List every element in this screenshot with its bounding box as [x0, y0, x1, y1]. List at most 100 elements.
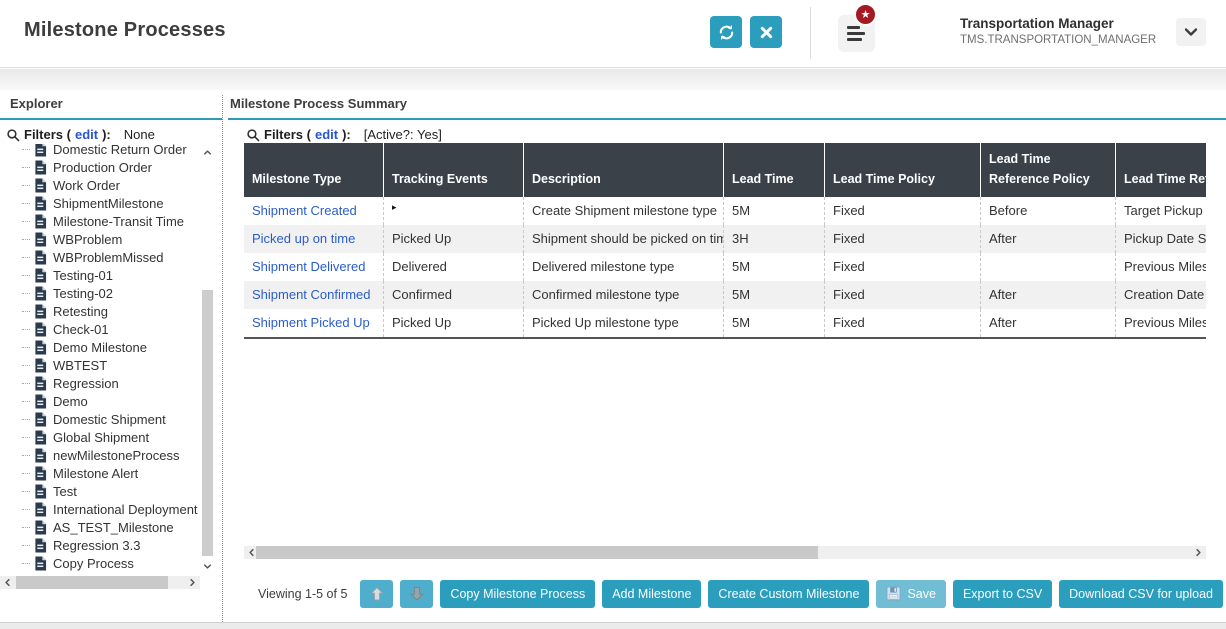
- chevron-right-icon[interactable]: [1193, 546, 1204, 559]
- tree-item[interactable]: Regression 3.3: [0, 536, 200, 554]
- tree-item[interactable]: Milestone Alert: [0, 464, 200, 482]
- milestone-type-link[interactable]: Shipment Delivered: [252, 259, 366, 274]
- tree-item[interactable]: WBProblemMissed: [0, 248, 200, 266]
- move-up-button[interactable]: [360, 579, 394, 608]
- tree-item[interactable]: Demo: [0, 392, 200, 410]
- table-cell: Before: [980, 197, 1115, 225]
- refresh-button[interactable]: [710, 16, 742, 48]
- tree-item[interactable]: Testing-02: [0, 284, 200, 302]
- column-header[interactable]: Milestone Type: [252, 172, 342, 186]
- column-header[interactable]: Lead Time Ref: [1115, 143, 1206, 197]
- tree-connector: [22, 508, 30, 510]
- explorer-filters: Filters (edit): None: [6, 127, 155, 142]
- chevron-down-icon: [1184, 28, 1198, 36]
- chevron-up-icon[interactable]: [201, 146, 214, 158]
- add-milestone-button[interactable]: Add Milestone: [602, 579, 702, 608]
- tree-connector: [22, 148, 30, 150]
- document-icon: [35, 376, 47, 390]
- copy-milestone-process-button[interactable]: Copy Milestone Process: [440, 579, 596, 608]
- horizontal-scrollbar-thumb[interactable]: [256, 546, 818, 559]
- search-icon: [247, 128, 260, 141]
- tree-item[interactable]: Domestic Return Order: [0, 144, 200, 158]
- table-cell: 5M: [723, 309, 824, 337]
- document-icon: [35, 340, 47, 354]
- tree-item[interactable]: Testing-01: [0, 266, 200, 284]
- column-header[interactable]: Lead Time Reference Policy: [980, 143, 1115, 197]
- filters-edit-link[interactable]: edit: [74, 127, 99, 142]
- export-to-csv-button[interactable]: Export to CSV: [952, 579, 1053, 608]
- column-header[interactable]: Lead Time Policy: [824, 143, 980, 197]
- table-cell: After: [980, 309, 1115, 337]
- create-custom-milestone-button[interactable]: Create Custom Milestone: [708, 579, 870, 608]
- tree-item[interactable]: Demo Milestone: [0, 338, 200, 356]
- milestone-type-link[interactable]: Shipment Created: [252, 203, 357, 218]
- tree-item-label: Check-01: [53, 321, 109, 337]
- summary-title: Milestone Process Summary: [230, 96, 408, 111]
- explorer-horizontal-scrollbar[interactable]: [0, 576, 200, 589]
- table-cell: After: [980, 225, 1115, 253]
- chevron-left-icon[interactable]: [246, 546, 257, 559]
- tree-item[interactable]: WBTEST: [0, 356, 200, 374]
- chevron-down-icon[interactable]: [201, 560, 214, 572]
- tree-item-label: Domestic Shipment: [53, 411, 166, 427]
- tree-item[interactable]: Global Shipment: [0, 428, 200, 446]
- tree-item[interactable]: Work Order: [0, 176, 200, 194]
- table-row: Shipment Delivered Delivered Delivered mil…: [244, 253, 1206, 281]
- chevron-left-icon[interactable]: [2, 576, 13, 589]
- column-header[interactable]: Description: [523, 143, 723, 197]
- tree-item[interactable]: Check-01: [0, 320, 200, 338]
- milestone-type-link[interactable]: Shipment Confirmed: [252, 287, 371, 302]
- tree-item[interactable]: AS_TEST_Milestone: [0, 518, 200, 536]
- tree-item[interactable]: WBProblem: [0, 230, 200, 248]
- milestone-type-link[interactable]: Picked up on time: [252, 231, 356, 246]
- user-role-id: TMS.TRANSPORTATION_MANAGER: [960, 34, 1157, 47]
- tree-item[interactable]: Domestic Shipment: [0, 410, 200, 428]
- tree-connector: [22, 544, 30, 546]
- user-menu-chevron-button[interactable]: [1176, 18, 1206, 46]
- table-row: Shipment Created ▸ Create Shipment milesto…: [244, 197, 1206, 225]
- tree-item[interactable]: newMilestoneProcess: [0, 446, 200, 464]
- document-icon: [35, 268, 47, 282]
- tree-item[interactable]: ShipmentMilestone: [0, 194, 200, 212]
- tree-connector: [22, 310, 30, 312]
- explorer-vertical-scrollbar[interactable]: [201, 146, 214, 572]
- tree-item[interactable]: Milestone-Transit Time: [0, 212, 200, 230]
- chevron-right-icon[interactable]: [187, 576, 198, 589]
- floppy-disk-icon: [886, 586, 901, 601]
- filters-edit-link[interactable]: edit: [314, 127, 339, 142]
- refresh-icon: [719, 24, 733, 40]
- explorer-title-rule: [0, 118, 222, 120]
- table-cell: Picked Up: [383, 309, 523, 337]
- document-icon: [35, 448, 47, 462]
- document-icon: [35, 394, 47, 408]
- vertical-scrollbar-thumb[interactable]: [202, 290, 213, 556]
- horizontal-scrollbar-thumb[interactable]: [16, 576, 168, 589]
- tree-connector: [22, 184, 30, 186]
- tree-item-label: Retesting: [53, 303, 108, 319]
- table-cell: Picked Up: [383, 225, 523, 253]
- move-down-button[interactable]: [400, 579, 434, 608]
- tree-connector: [22, 256, 30, 258]
- column-header[interactable]: Lead Time: [723, 143, 824, 197]
- tree-connector: [22, 346, 30, 348]
- tree-item[interactable]: Copy Process: [0, 554, 200, 572]
- tree-item[interactable]: Production Order: [0, 158, 200, 176]
- document-icon: [35, 556, 47, 570]
- download-csv-button[interactable]: Download CSV for upload: [1059, 579, 1223, 608]
- explorer-title: Explorer: [10, 96, 63, 111]
- document-icon: [35, 502, 47, 516]
- tree-item-label: Milestone Alert: [53, 465, 139, 481]
- document-icon: [35, 484, 47, 498]
- column-header[interactable]: Tracking Events: [383, 143, 523, 197]
- tree-item[interactable]: International Deployment Ord: [0, 500, 200, 518]
- document-icon: [35, 250, 47, 264]
- tree-item[interactable]: Retesting: [0, 302, 200, 320]
- table-horizontal-scrollbar[interactable]: [244, 546, 1206, 559]
- close-button[interactable]: [750, 16, 782, 48]
- milestone-type-cell: Shipment Confirmed: [244, 281, 383, 309]
- save-button[interactable]: Save: [876, 579, 946, 608]
- tree-item[interactable]: Test: [0, 482, 200, 500]
- milestone-type-link[interactable]: Shipment Picked Up: [252, 315, 370, 330]
- tree-item[interactable]: Regression: [0, 374, 200, 392]
